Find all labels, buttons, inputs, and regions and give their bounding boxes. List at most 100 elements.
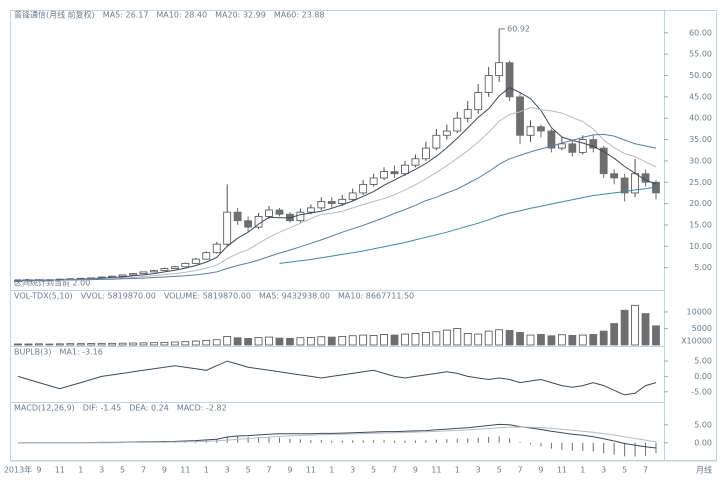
- candle-body: [327, 201, 336, 205]
- candle-body: [432, 134, 441, 149]
- volume-bar: [537, 334, 545, 346]
- volume-bar: [265, 336, 273, 346]
- volume-bar: [631, 304, 639, 346]
- volume-bar: [191, 340, 200, 346]
- volume-bar: [390, 334, 399, 346]
- x-tick-label: 11: [55, 466, 65, 475]
- volume-bar: [442, 329, 451, 346]
- volume-bar: [327, 336, 336, 346]
- x-tick-label: 7: [266, 466, 271, 475]
- volume-bar: [76, 343, 85, 346]
- x-tick-label: 5: [120, 466, 125, 475]
- volume-bar: [474, 333, 483, 346]
- volume-bar: [453, 328, 462, 346]
- volume-bar: [306, 336, 315, 346]
- volume-bar: [45, 343, 54, 346]
- y-tick-label: 30.00: [689, 156, 712, 165]
- candle-body: [516, 96, 524, 136]
- candle-body: [265, 209, 273, 217]
- peak-label: 60.92: [507, 24, 530, 33]
- legend-item: MACD: -2.82: [177, 404, 227, 413]
- x-tick-label: 11: [306, 466, 316, 475]
- candle-body: [296, 211, 305, 222]
- legend-item: VOLUME: 5819870.00: [164, 292, 251, 301]
- y-tick-label: 50.00: [689, 71, 712, 80]
- candle-body: [233, 211, 242, 222]
- candle-body: [484, 75, 493, 93]
- volume-bar: [641, 313, 650, 346]
- legend-item: MA5: 26.17: [103, 11, 149, 20]
- candle-body: [422, 147, 430, 160]
- volume-bar: [401, 333, 409, 346]
- y-tick-label: 10000: [687, 307, 712, 316]
- volume-bar: [484, 330, 493, 346]
- x-tick-label: 3: [350, 466, 355, 475]
- ma-line: [18, 133, 657, 281]
- volume-bar: [422, 332, 430, 346]
- candle-body: [547, 130, 556, 149]
- candle-body: [348, 192, 357, 200]
- x-tick-label: 5: [371, 466, 376, 475]
- volume-bar: [380, 334, 388, 346]
- x-tick-label: 11: [180, 466, 190, 475]
- legend-item: DEA: 0.24: [129, 404, 169, 413]
- x-tick-label: 3: [476, 466, 481, 475]
- volume-bar: [620, 309, 629, 346]
- macd-line: [18, 426, 657, 444]
- x-tick-label: 7: [141, 466, 146, 475]
- x-tick-label: 1: [78, 466, 83, 475]
- candle-body: [160, 268, 169, 272]
- volume-bar: [411, 333, 420, 346]
- legend-item: VVOL: 5819870.00: [81, 292, 156, 301]
- legend-item: MA60: 23.88: [274, 11, 325, 20]
- volume-bar: [160, 341, 169, 346]
- volume-bar: [578, 334, 587, 346]
- x-tick-label: 9: [287, 466, 292, 475]
- candle-body: [526, 126, 535, 136]
- volume-bar: [568, 335, 577, 346]
- volume-bar: [35, 343, 43, 346]
- candle-body: [568, 143, 577, 153]
- chart-title: 普锋通信(月线 前复权): [14, 10, 95, 20]
- y-tick-label: 20.00: [689, 199, 712, 208]
- ma-line: [18, 106, 657, 281]
- candle-body: [578, 139, 587, 153]
- volume-bar: [87, 343, 96, 346]
- volume-bar: [296, 337, 305, 346]
- y-tick-label: 0.00: [694, 372, 712, 381]
- note: 区间统计到当前 2.00: [14, 278, 90, 288]
- volume-bar: [359, 334, 368, 346]
- legend-item: MA5: 9432938.00: [259, 292, 330, 301]
- volume-bar: [516, 332, 524, 346]
- ma-line: [17, 86, 657, 281]
- x-tick-label: 5: [246, 466, 251, 475]
- x-tick-label: 1: [204, 466, 209, 475]
- candle-body: [557, 143, 566, 149]
- legend-item: MA10: 28.40: [156, 11, 207, 20]
- y-tick-label: 25.00: [689, 178, 712, 187]
- legend-item: MA20: 32.99: [215, 11, 266, 20]
- y-tick-label: 40.00: [689, 114, 712, 123]
- candle-body: [181, 262, 190, 268]
- volume-bar: [202, 339, 211, 346]
- volume-bar: [317, 336, 326, 346]
- y-tick-label: 15.00: [689, 220, 712, 229]
- candle-body: [474, 92, 483, 111]
- candle-body: [223, 211, 232, 245]
- panel-subtitle: MA1: -3.16: [59, 348, 102, 357]
- volume-bar: [495, 329, 504, 346]
- candle-body: [463, 109, 472, 119]
- candle-body: [129, 273, 137, 276]
- candle-body: [338, 198, 347, 205]
- x-tick-label: 3: [601, 466, 606, 475]
- volume-bar: [610, 323, 619, 346]
- footer: 月线: [696, 465, 712, 475]
- candle-body: [411, 158, 420, 166]
- volume-bar: [599, 330, 608, 346]
- volume-bar: [286, 337, 294, 346]
- x-tick-label: 7: [517, 466, 522, 475]
- y-tick-label: 0.00: [694, 438, 712, 447]
- x-tick-label: 9: [538, 466, 543, 475]
- x-tick-label: 3: [225, 466, 230, 475]
